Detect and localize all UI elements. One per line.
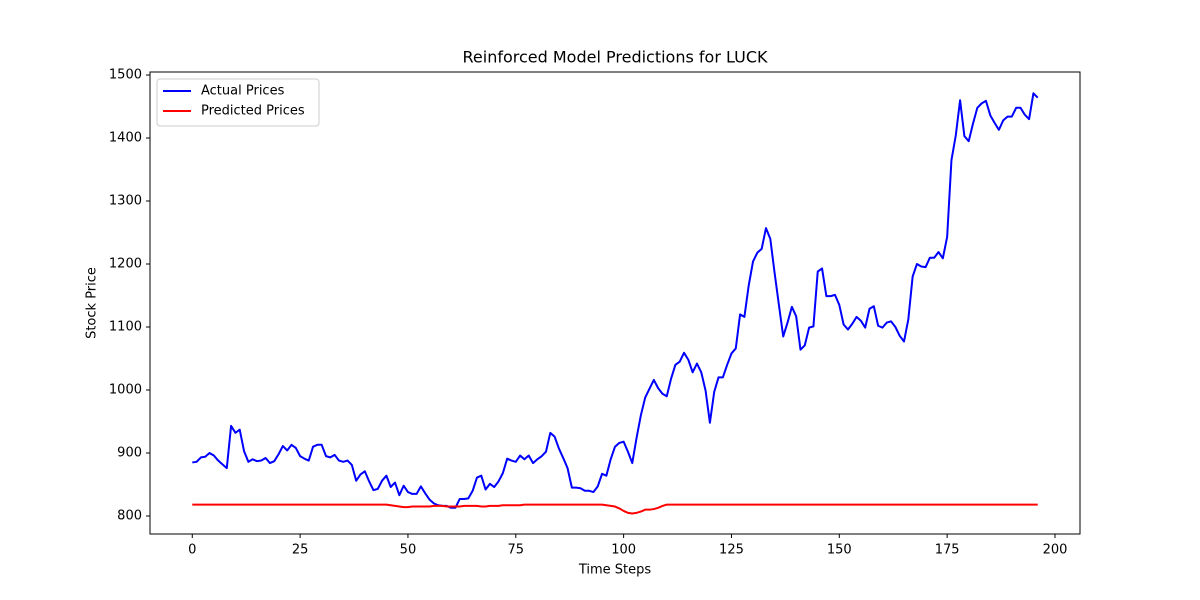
x-tick-label: 125 — [719, 543, 744, 558]
y-tick-label: 1500 — [109, 68, 142, 83]
y-tick-label: 900 — [117, 445, 142, 460]
x-tick-label: 50 — [400, 543, 417, 558]
x-tick-label: 75 — [508, 543, 525, 558]
y-axis-label: Stock Price — [85, 267, 100, 339]
series-line — [192, 92, 1039, 509]
y-tick-label: 1100 — [109, 320, 142, 335]
legend-label: Predicted Prices — [201, 104, 305, 119]
x-tick-label: 100 — [611, 543, 636, 558]
plot-frame — [149, 71, 1081, 535]
y-tick-label: 1300 — [109, 194, 142, 209]
series-line — [192, 503, 1038, 515]
chart-title: Reinforced Model Predictions for LUCK — [463, 48, 768, 67]
legend-box — [156, 78, 320, 127]
x-tick-label: 200 — [1043, 543, 1068, 558]
y-tick-label: 1200 — [109, 257, 142, 272]
legend-label: Actual Prices — [201, 84, 285, 99]
x-tick-label: 25 — [292, 543, 309, 558]
x-tick-label: 175 — [935, 543, 960, 558]
y-tick-label: 1400 — [109, 131, 142, 146]
x-tick-label: 150 — [827, 543, 852, 558]
y-tick-label: 800 — [117, 508, 142, 523]
y-tick-label: 1000 — [109, 382, 142, 397]
x-axis-label: Time Steps — [578, 563, 652, 578]
x-tick-label: 0 — [188, 543, 196, 558]
